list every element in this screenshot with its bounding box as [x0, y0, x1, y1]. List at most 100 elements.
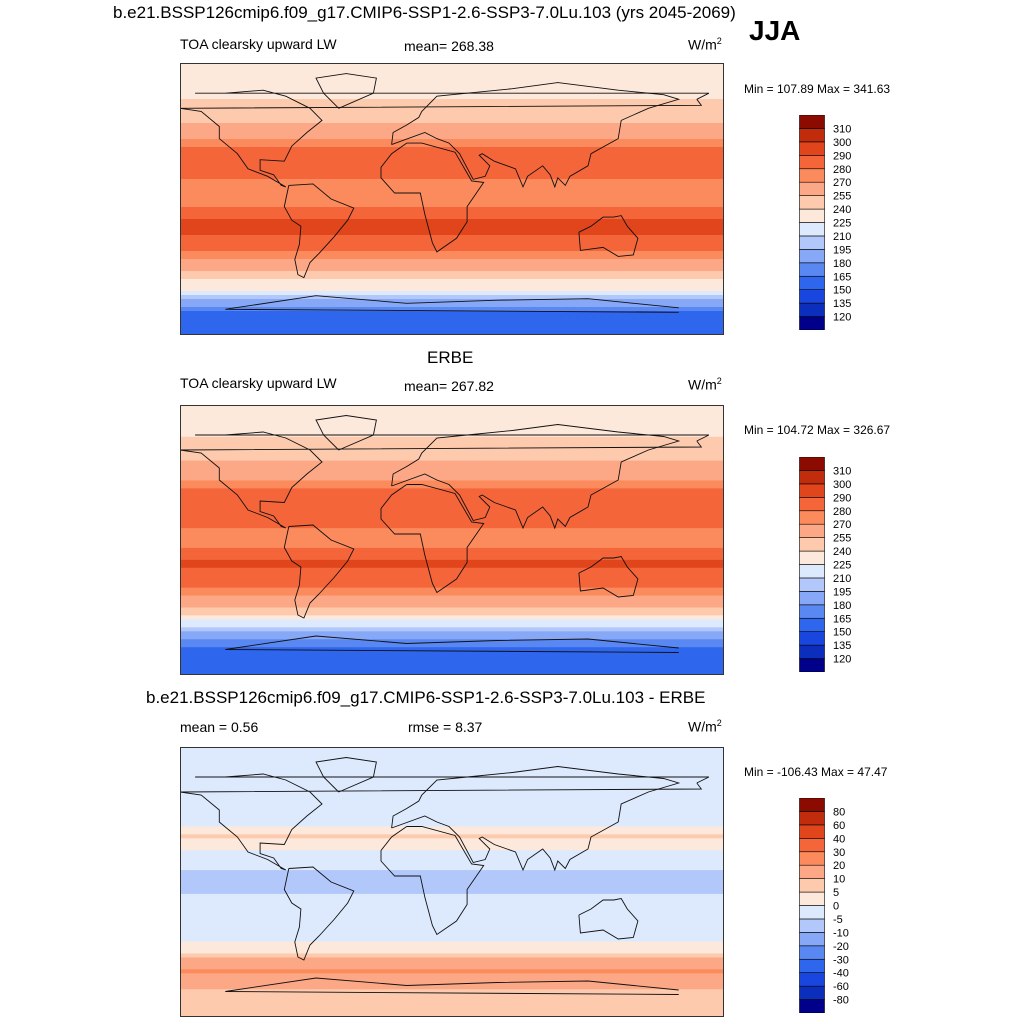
- colorbar-tick-label: 80: [833, 806, 845, 818]
- map-band: [180, 885, 724, 891]
- colorbar-tick-label: 120: [833, 312, 851, 324]
- map-band: [180, 295, 724, 300]
- panel1-unit-label: W/m2: [688, 36, 722, 53]
- map-band: [180, 969, 724, 974]
- map-band: [180, 516, 724, 521]
- map-band: [180, 159, 724, 164]
- colorbar-swatch: [799, 537, 825, 552]
- map-band: [180, 599, 724, 605]
- colorbar-tick-label: 255: [833, 191, 851, 203]
- coastline: [315, 415, 377, 451]
- map-frame: [180, 747, 724, 1017]
- map-band: [180, 651, 724, 656]
- map-band: [180, 187, 724, 192]
- map-band: [180, 416, 724, 422]
- colorbar-swatch: [799, 932, 825, 947]
- map-band: [180, 810, 724, 816]
- map-band: [180, 961, 724, 966]
- map-band: [180, 235, 724, 240]
- map-band: [180, 643, 724, 648]
- colorbar-swatch: [799, 985, 825, 1000]
- colorbar-tick-label: 150: [833, 285, 851, 297]
- colorbar-swatch: [799, 798, 825, 812]
- map-band: [180, 243, 724, 248]
- colorbar-swatch: [799, 208, 825, 223]
- map-band: [180, 603, 724, 609]
- coastline: [578, 897, 639, 940]
- coastlines: [180, 415, 710, 653]
- map-band: [180, 127, 724, 132]
- map-band: [180, 223, 724, 228]
- map-band: [180, 806, 724, 812]
- panel2-title: ERBE: [427, 348, 474, 367]
- map-band: [180, 913, 724, 919]
- map-band: [180, 547, 724, 553]
- coastline: [315, 757, 377, 793]
- map-band: [180, 83, 724, 88]
- colorbar-swatch: [799, 604, 825, 619]
- coastline: [180, 431, 710, 529]
- coastline: [225, 295, 679, 313]
- panel2-map: [180, 405, 724, 675]
- colorbar-swatch: [799, 510, 825, 525]
- colorbar-tick-label: 10: [833, 874, 845, 886]
- map-band: [180, 870, 724, 875]
- map-frame: [180, 405, 724, 675]
- map-band: [180, 528, 724, 533]
- map-band: [180, 219, 724, 224]
- map-band: [180, 524, 724, 529]
- colorbar-swatch: [799, 577, 825, 592]
- map-band: [180, 949, 724, 955]
- season-label: JJA: [749, 15, 801, 46]
- map-band: [180, 945, 724, 951]
- map-band: [180, 559, 724, 565]
- colorbar-swatch: [799, 591, 825, 606]
- coastline: [180, 773, 710, 871]
- coastline: [380, 484, 485, 594]
- map-band: [180, 520, 724, 525]
- map-band: [180, 925, 724, 931]
- map-band: [180, 1009, 724, 1014]
- map-band: [180, 199, 724, 204]
- map-band: [180, 331, 724, 335]
- colorbar-tick-label: 195: [833, 586, 851, 598]
- map-band: [180, 671, 724, 675]
- colorbar-tick-label: 165: [833, 271, 851, 283]
- map-band: [180, 917, 724, 923]
- map-band: [180, 444, 724, 450]
- map-band: [180, 496, 724, 501]
- colorbar-swatch: [799, 302, 825, 317]
- colorbar-tick-label: 165: [833, 613, 851, 625]
- map-band: [180, 1005, 724, 1010]
- coastline: [180, 89, 710, 188]
- map-band: [180, 866, 724, 871]
- map-band: [180, 1001, 724, 1006]
- map-band: [180, 778, 724, 784]
- map-band: [180, 460, 724, 466]
- map-band: [180, 575, 724, 581]
- map-band: [180, 504, 724, 509]
- map-band: [180, 111, 724, 116]
- panel2-unit-label: W/m2: [688, 376, 722, 393]
- colorbar-swatch: [799, 999, 825, 1013]
- map-band: [180, 155, 724, 160]
- map-band: [180, 818, 724, 824]
- colorbar-swatch: [799, 891, 825, 906]
- panel1-colorbar: 1201351501651801952102252402552702802903…: [799, 115, 851, 330]
- map-band: [180, 985, 724, 990]
- map-band: [180, 659, 724, 664]
- colorbar-tick-label: 240: [833, 204, 851, 216]
- coastlines: [180, 73, 710, 313]
- colorbar-tick-label: 280: [833, 164, 851, 176]
- coastline: [225, 977, 679, 995]
- map-band: [180, 448, 724, 454]
- map-band: [180, 667, 724, 672]
- coastline: [578, 555, 639, 598]
- map-band: [180, 63, 724, 68]
- map-band: [180, 536, 724, 541]
- map-band: [180, 420, 724, 426]
- map-band: [180, 115, 724, 120]
- map-band: [180, 611, 724, 617]
- map-band: [180, 480, 724, 486]
- map-band: [180, 468, 724, 474]
